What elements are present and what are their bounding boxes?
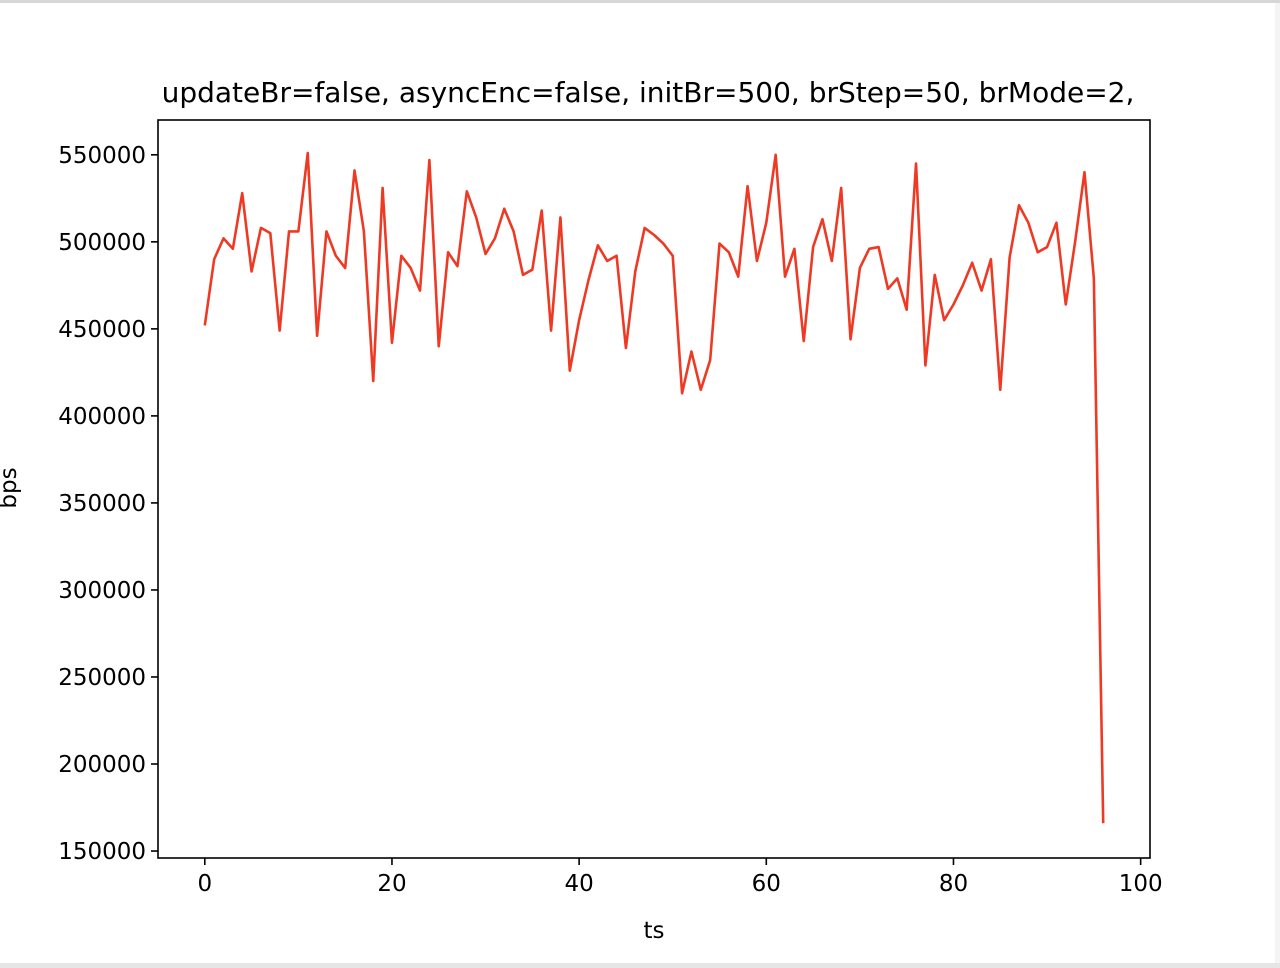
plot-area: 0 20 40 60 80 100 150000 200000 250000 300000 3500… xyxy=(58,119,1163,897)
x-tick-label-100: 100 xyxy=(1119,871,1163,897)
y-axis-label: bps xyxy=(0,467,22,508)
x-tick-label-80: 80 xyxy=(939,871,968,897)
y-tick-label-300000: 300000 xyxy=(58,578,146,604)
x-tick-label-40: 40 xyxy=(564,871,593,897)
y-tick-label-150000: 150000 xyxy=(58,839,146,865)
x-axis-label: ts xyxy=(643,918,664,944)
x-tick-label-60: 60 xyxy=(752,871,781,897)
y-tick-label-550000: 550000 xyxy=(58,143,146,169)
y-tick-label-250000: 250000 xyxy=(58,665,146,691)
x-tick-label-0: 0 xyxy=(197,871,212,897)
y-tick-label-500000: 500000 xyxy=(58,230,146,256)
window-edge xyxy=(1275,3,1280,963)
y-tick-label-350000: 350000 xyxy=(58,491,146,517)
plot-frame xyxy=(157,119,1151,859)
y-tick-label-400000: 400000 xyxy=(58,404,146,430)
y-tick-label-450000: 450000 xyxy=(58,317,146,343)
chart-title: updateBr=false, asyncEnc=false, initBr=5… xyxy=(162,76,1135,109)
x-tick-label-20: 20 xyxy=(377,871,406,897)
y-tick-label-200000: 200000 xyxy=(58,752,146,778)
series-line-0 xyxy=(203,151,1105,824)
